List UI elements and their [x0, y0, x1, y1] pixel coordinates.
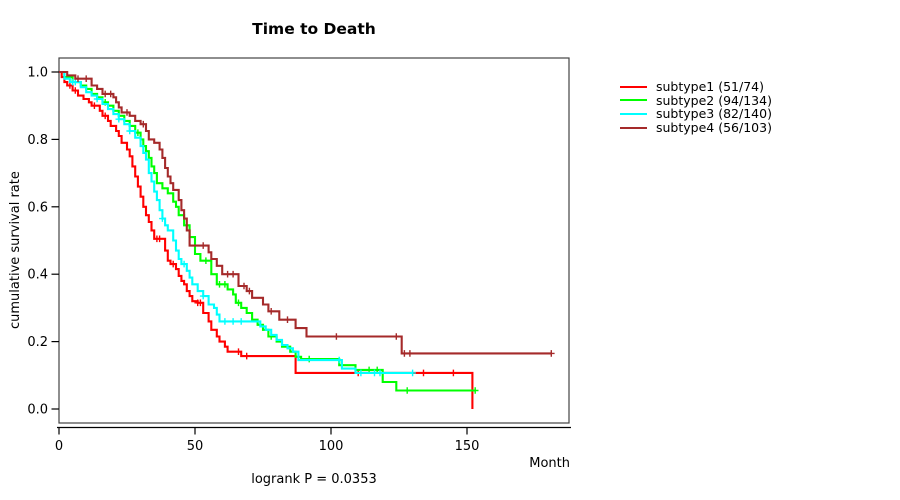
- curve-subtype3: [59, 70, 413, 374]
- censor-mark-subtype4: [548, 350, 555, 357]
- censor-mark-subtype4: [240, 282, 248, 290]
- censor-mark-subtype3: [159, 215, 166, 222]
- curve-subtype4: [59, 70, 552, 355]
- censor-mark-subtype4: [393, 333, 400, 340]
- legend-label-subtype1: subtype1 (51/74): [656, 79, 764, 95]
- censor-mark-subtype3: [115, 115, 123, 123]
- censor-mark-subtype2: [221, 281, 229, 288]
- censor-mark-subtype1: [72, 87, 79, 94]
- censor-mark-subtype4: [406, 350, 414, 357]
- censor-mark-subtype1: [66, 82, 74, 89]
- legend: subtype1 (51/74) subtype2 (94/134) subtype…: [620, 79, 772, 136]
- logrank-annotation: logrank P = 0.0353: [251, 472, 377, 487]
- censor-mark-subtype4: [333, 333, 340, 340]
- plot-box: [58, 57, 570, 424]
- x-axis-label: Month: [529, 456, 570, 471]
- y-tick-label: 0.2: [27, 335, 48, 350]
- censor-mark-subtype4: [74, 75, 82, 82]
- x-tick-label: 0: [55, 439, 63, 454]
- censor-mark-subtype4: [107, 90, 114, 98]
- censor-mark-subtype3: [72, 78, 79, 86]
- censor-mark-subtype4: [267, 308, 275, 315]
- censor-mark-subtype2: [403, 387, 411, 394]
- legend-line-subtype4: [620, 126, 647, 129]
- y-axis-label: cumulative survival rate: [8, 171, 23, 329]
- legend-item-subtype1: subtype1 (51/74): [620, 79, 772, 95]
- censor-mark-subtype1: [197, 299, 204, 307]
- censor-mark-subtype2: [202, 257, 210, 264]
- censor-mark-subtype3: [126, 127, 133, 135]
- censor-mark-subtype3: [335, 356, 343, 364]
- legend-label-subtype3: subtype3 (82/140): [656, 106, 772, 122]
- censor-mark-subtype3: [221, 318, 229, 325]
- legend-item-subtype3: subtype3 (82/140): [620, 106, 772, 122]
- censor-mark-subtype1: [91, 102, 98, 109]
- curve-subtype2: [59, 70, 476, 392]
- legend-line-subtype2: [620, 99, 647, 102]
- legend-line-subtype3: [620, 112, 647, 115]
- y-tick-label: 0.0: [27, 403, 48, 418]
- chart-title: Time to Death: [252, 20, 376, 38]
- censor-mark-subtype3: [180, 260, 188, 268]
- censor-mark-subtype1: [169, 260, 177, 268]
- y-tick-label: 0.6: [27, 200, 48, 215]
- censor-mark-subtype2: [471, 387, 479, 394]
- censor-mark-subtype3: [357, 369, 365, 377]
- x-tick-label: 100: [319, 439, 344, 454]
- x-tick-label: 150: [455, 439, 480, 454]
- censor-mark-subtype4: [246, 287, 253, 295]
- censor-mark-subtype1: [420, 369, 427, 377]
- censor-mark-subtype3: [199, 292, 207, 300]
- censor-mark-subtype1: [450, 369, 457, 377]
- legend-item-subtype4: subtype4 (56/103): [620, 120, 772, 136]
- censor-mark-subtype4: [199, 242, 207, 249]
- censor-mark-subtype3: [409, 369, 416, 377]
- censor-mark-subtype4: [140, 120, 147, 128]
- x-tick-label: 50: [187, 439, 204, 454]
- censor-mark-subtype1: [235, 348, 242, 355]
- y-tick-label: 1.0: [27, 66, 48, 81]
- censor-mark-subtype4: [284, 316, 291, 323]
- censor-mark-subtype3: [376, 369, 384, 377]
- censor-mark-subtype4: [123, 109, 131, 116]
- censor-mark-subtype1: [243, 352, 250, 360]
- censor-mark-subtype1: [156, 235, 163, 243]
- legend-line-subtype1: [620, 85, 647, 88]
- legend-label-subtype2: subtype2 (94/134): [656, 92, 772, 108]
- curve-subtype1: [59, 70, 474, 409]
- censor-mark-subtype1: [101, 112, 109, 120]
- legend-item-subtype2: subtype2 (94/134): [620, 92, 772, 108]
- censor-mark-subtype3: [93, 95, 101, 103]
- censor-mark-subtype3: [229, 318, 237, 325]
- censor-mark-subtype3: [237, 318, 245, 325]
- y-tick-label: 0.8: [27, 133, 48, 148]
- censor-mark-subtype4: [229, 270, 237, 278]
- y-tick-label: 0.4: [27, 268, 48, 283]
- censor-mark-subtype2: [235, 299, 242, 307]
- censor-mark-subtype4: [82, 75, 90, 82]
- legend-label-subtype4: subtype4 (56/103): [656, 120, 772, 136]
